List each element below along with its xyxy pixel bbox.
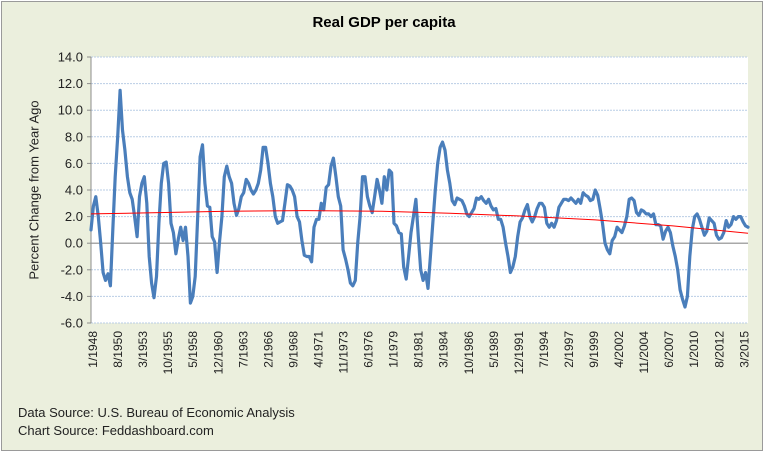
- series-group: [89, 88, 750, 309]
- gdp-series-line: [89, 88, 750, 309]
- y-tick-label: 0.0: [65, 236, 83, 251]
- x-tick-label: 4/2002: [612, 331, 626, 368]
- x-tick-label: 7/1963: [236, 331, 250, 368]
- y-tick-label: 8.0: [65, 129, 83, 144]
- x-tick-label: 9/1968: [286, 331, 300, 368]
- data-source-note: Data Source: U.S. Bureau of Economic Ana…: [18, 405, 295, 420]
- x-tick-label: 5/1989: [487, 331, 501, 368]
- x-tick-label: 9/1999: [587, 331, 601, 368]
- chart-title: Real GDP per capita: [312, 14, 456, 31]
- y-tick-label: 6.0: [65, 156, 83, 171]
- x-tick-label: 8/1950: [111, 331, 125, 368]
- footer: Data Source: U.S. Bureau of Economic Ana…: [18, 404, 295, 440]
- x-tick-label: 4/1971: [311, 331, 325, 368]
- y-tick-label: 14.0: [58, 50, 83, 65]
- y-axis-ticks: 14.0 12.0 10.0 8.0 6.0 4.0 2.0 0.0 -2.0 -4.0 -6.0: [58, 50, 92, 331]
- x-tick-label: 5/1958: [186, 331, 200, 368]
- x-tick-label: 3/2015: [737, 331, 751, 368]
- x-tick-label: 1/2010: [687, 331, 701, 368]
- x-tick-label: 3/1953: [136, 331, 150, 368]
- y-tick-label: -6.0: [61, 316, 83, 331]
- y-tick-label: 4.0: [65, 183, 83, 198]
- x-tick-label: 1/1979: [387, 331, 401, 368]
- x-tick-label: 10/1955: [161, 331, 175, 375]
- x-tick-label: 6/2007: [662, 331, 676, 368]
- x-tick-label: 8/2012: [712, 331, 726, 368]
- x-tick-label: 12/1991: [512, 331, 526, 375]
- x-tick-label: 6/1976: [362, 331, 376, 368]
- y-tick-label: 2.0: [65, 209, 83, 224]
- x-tick-label: 2/1997: [562, 331, 576, 368]
- y-tick-label: 10.0: [58, 103, 83, 118]
- x-tick-label: 3/1984: [437, 331, 451, 368]
- x-tick-label: 11/1973: [337, 331, 351, 374]
- x-tick-label: 2/1966: [261, 331, 275, 368]
- y-tick-label: 12.0: [58, 76, 83, 91]
- y-tick-label: -4.0: [61, 289, 83, 304]
- x-tick-label: 8/1981: [412, 331, 426, 368]
- x-tick-label: 7/1994: [537, 331, 551, 368]
- x-tick-label: 1/1948: [86, 331, 100, 368]
- x-tick-label: 11/2004: [637, 331, 651, 374]
- x-tick-label: 12/1960: [211, 331, 225, 375]
- y-tick-label: -2.0: [61, 262, 83, 277]
- x-axis-ticks: 1/1948 8/1950 3/1953 10/1955 5/1958 12/1960 7/…: [86, 331, 751, 375]
- trendline: [90, 210, 749, 234]
- x-tick-label: 10/1986: [462, 331, 476, 375]
- chart-source-note: Chart Source: Feddashboard.com: [18, 423, 214, 438]
